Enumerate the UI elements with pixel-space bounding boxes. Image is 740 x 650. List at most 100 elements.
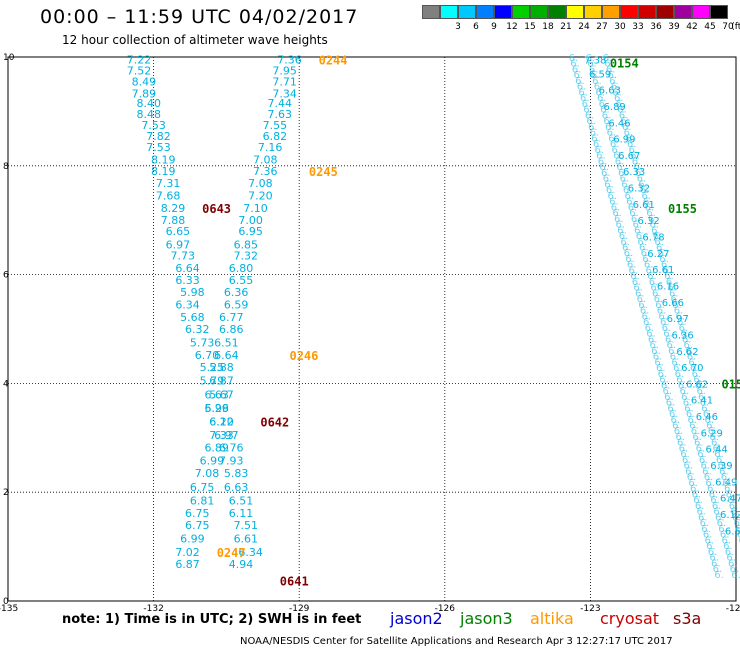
wave-height-filler: 6.	[606, 64, 616, 75]
wave-height-filler: 6.	[625, 133, 635, 144]
wave-height-filler: 6.	[728, 558, 738, 569]
wave-height-filler: 6.	[575, 76, 585, 87]
wave-height-filler: 6.	[662, 386, 672, 397]
color-key-swatch	[530, 5, 548, 19]
wave-height-filler: 6.	[676, 375, 686, 386]
wave-height-filler: 6.	[658, 311, 668, 322]
wave-height-value: 6.51	[214, 337, 239, 350]
wave-height-filler: 6.	[700, 461, 710, 472]
wave-height-filler: 6.	[630, 151, 640, 162]
wave-height-filler: 6.	[570, 59, 580, 70]
wave-height-filler: 6.	[616, 99, 626, 110]
satellite-legend-jason3: jason3	[460, 609, 513, 628]
wave-height-filler: 6.	[692, 489, 702, 500]
wave-height-filler: 6.	[681, 392, 691, 403]
wave-height-filler: 6.	[677, 317, 687, 328]
wave-height-filler: 6.	[654, 357, 664, 368]
wave-height-value: 6.67	[618, 151, 640, 162]
color-key-label: 70	[722, 22, 734, 32]
wave-height-filler: 6.	[627, 260, 637, 271]
wave-height-value: 8.19	[151, 165, 176, 178]
wave-height-value: 6.80	[229, 262, 254, 275]
wave-height-filler: 6.	[615, 156, 625, 167]
wave-height-filler: 6.	[588, 122, 598, 133]
wave-height-value: 6.29	[204, 402, 229, 415]
wave-height-filler: 6.	[619, 110, 629, 121]
wave-height-filler: 6.	[627, 139, 637, 150]
wave-height-filler: 6.	[690, 363, 700, 374]
wave-height-filler: 6.	[616, 162, 626, 173]
wave-height-filler: 6.	[617, 105, 627, 116]
wave-height-value: 6.61	[633, 200, 655, 211]
wave-height-filler: 6.	[719, 466, 729, 477]
wave-height-value: 6.63	[224, 481, 249, 494]
wave-height-filler: 6.	[688, 478, 698, 489]
wave-height-filler: 6.	[607, 70, 617, 81]
wave-height-filler: 6.	[590, 70, 600, 81]
wave-height-filler: 6.	[634, 225, 644, 236]
wave-height-filler: 6.	[641, 248, 651, 259]
wave-height-value: 6.49	[715, 477, 737, 488]
wave-height-filler: 6.	[671, 415, 681, 426]
x-tick-label: -126	[435, 604, 456, 614]
color-key-label: 27	[596, 22, 608, 32]
wave-height-filler: 6.	[620, 237, 630, 248]
wave-height-filler: 6.	[604, 179, 614, 190]
satellite-legend-cryosat: cryosat	[600, 609, 660, 628]
wave-height-filler: 6.	[685, 466, 695, 477]
wave-height-filler: 6.	[658, 248, 668, 259]
wave-height-filler: 6.	[602, 110, 612, 121]
wave-height-value: 6.46	[696, 412, 718, 423]
wave-height-filler: 6.	[620, 174, 630, 185]
wave-height-value: 6.64	[175, 262, 200, 275]
wave-height-filler: 6.	[572, 64, 582, 75]
wave-height-filler: 6.	[614, 93, 624, 104]
y-tick-label: 4	[3, 379, 9, 389]
y-tick-label: 8	[3, 162, 9, 172]
color-key-label: 12	[506, 22, 518, 32]
wave-height-filler: 6.	[585, 110, 595, 121]
wave-height-filler: 6.	[735, 524, 740, 535]
wave-height-value: 6.86	[219, 323, 244, 336]
wave-height-value: 8.48	[136, 108, 161, 121]
color-key-label: 39	[668, 22, 680, 32]
wave-height-filler: 6.	[682, 334, 692, 345]
wave-height-value: 7.55	[263, 119, 288, 132]
wave-height-value: 7.10	[243, 202, 268, 215]
wave-height-filler: 6.	[618, 168, 628, 179]
wave-height-filler: 6.	[662, 265, 672, 276]
wave-height-filler: 6.	[658, 369, 668, 380]
wave-height-filler: 6.	[734, 518, 740, 529]
color-key-swatch	[494, 5, 512, 19]
wave-height-value: 6.61	[652, 265, 674, 276]
wave-height-value: 6.99	[180, 532, 205, 545]
wave-height-filler: 6.	[702, 466, 712, 477]
wave-height-filler: 6.	[589, 64, 599, 75]
wave-height-filler: 6.	[593, 139, 603, 150]
wave-height-filler: 6.	[679, 323, 689, 334]
wave-height-value: 6.33	[623, 167, 645, 178]
wave-height-filler: 6.	[601, 168, 611, 179]
wave-height-filler: 6.	[700, 518, 710, 529]
wave-height-filler: 6.	[668, 346, 678, 357]
wave-height-filler: 6.	[696, 443, 706, 454]
wave-height-filler: 6.	[635, 288, 645, 299]
wave-height-filler: 6.	[632, 277, 642, 288]
wave-height-filler: 6.	[614, 214, 624, 225]
wave-height-filler: 6.	[628, 145, 638, 156]
wave-height-filler: 6.	[677, 438, 687, 449]
wave-height-value: 6.82	[263, 130, 288, 143]
wave-height-value: 6.12	[209, 415, 234, 428]
wave-height-filler: 6.	[667, 403, 677, 414]
wave-height-filler: 6.	[616, 220, 626, 231]
wave-height-value: 5.67	[209, 388, 234, 401]
wave-height-value: 6.36	[671, 330, 693, 341]
color-key-label: 3	[455, 22, 461, 32]
wave-height-value: 5.83	[224, 467, 249, 480]
wave-height-value: 7.33	[209, 429, 234, 442]
y-tick-label: 10	[3, 53, 15, 63]
wave-height-filler: 6.	[730, 507, 740, 518]
color-key-swatch	[476, 5, 494, 19]
wave-height-filler: 6.	[633, 220, 643, 231]
